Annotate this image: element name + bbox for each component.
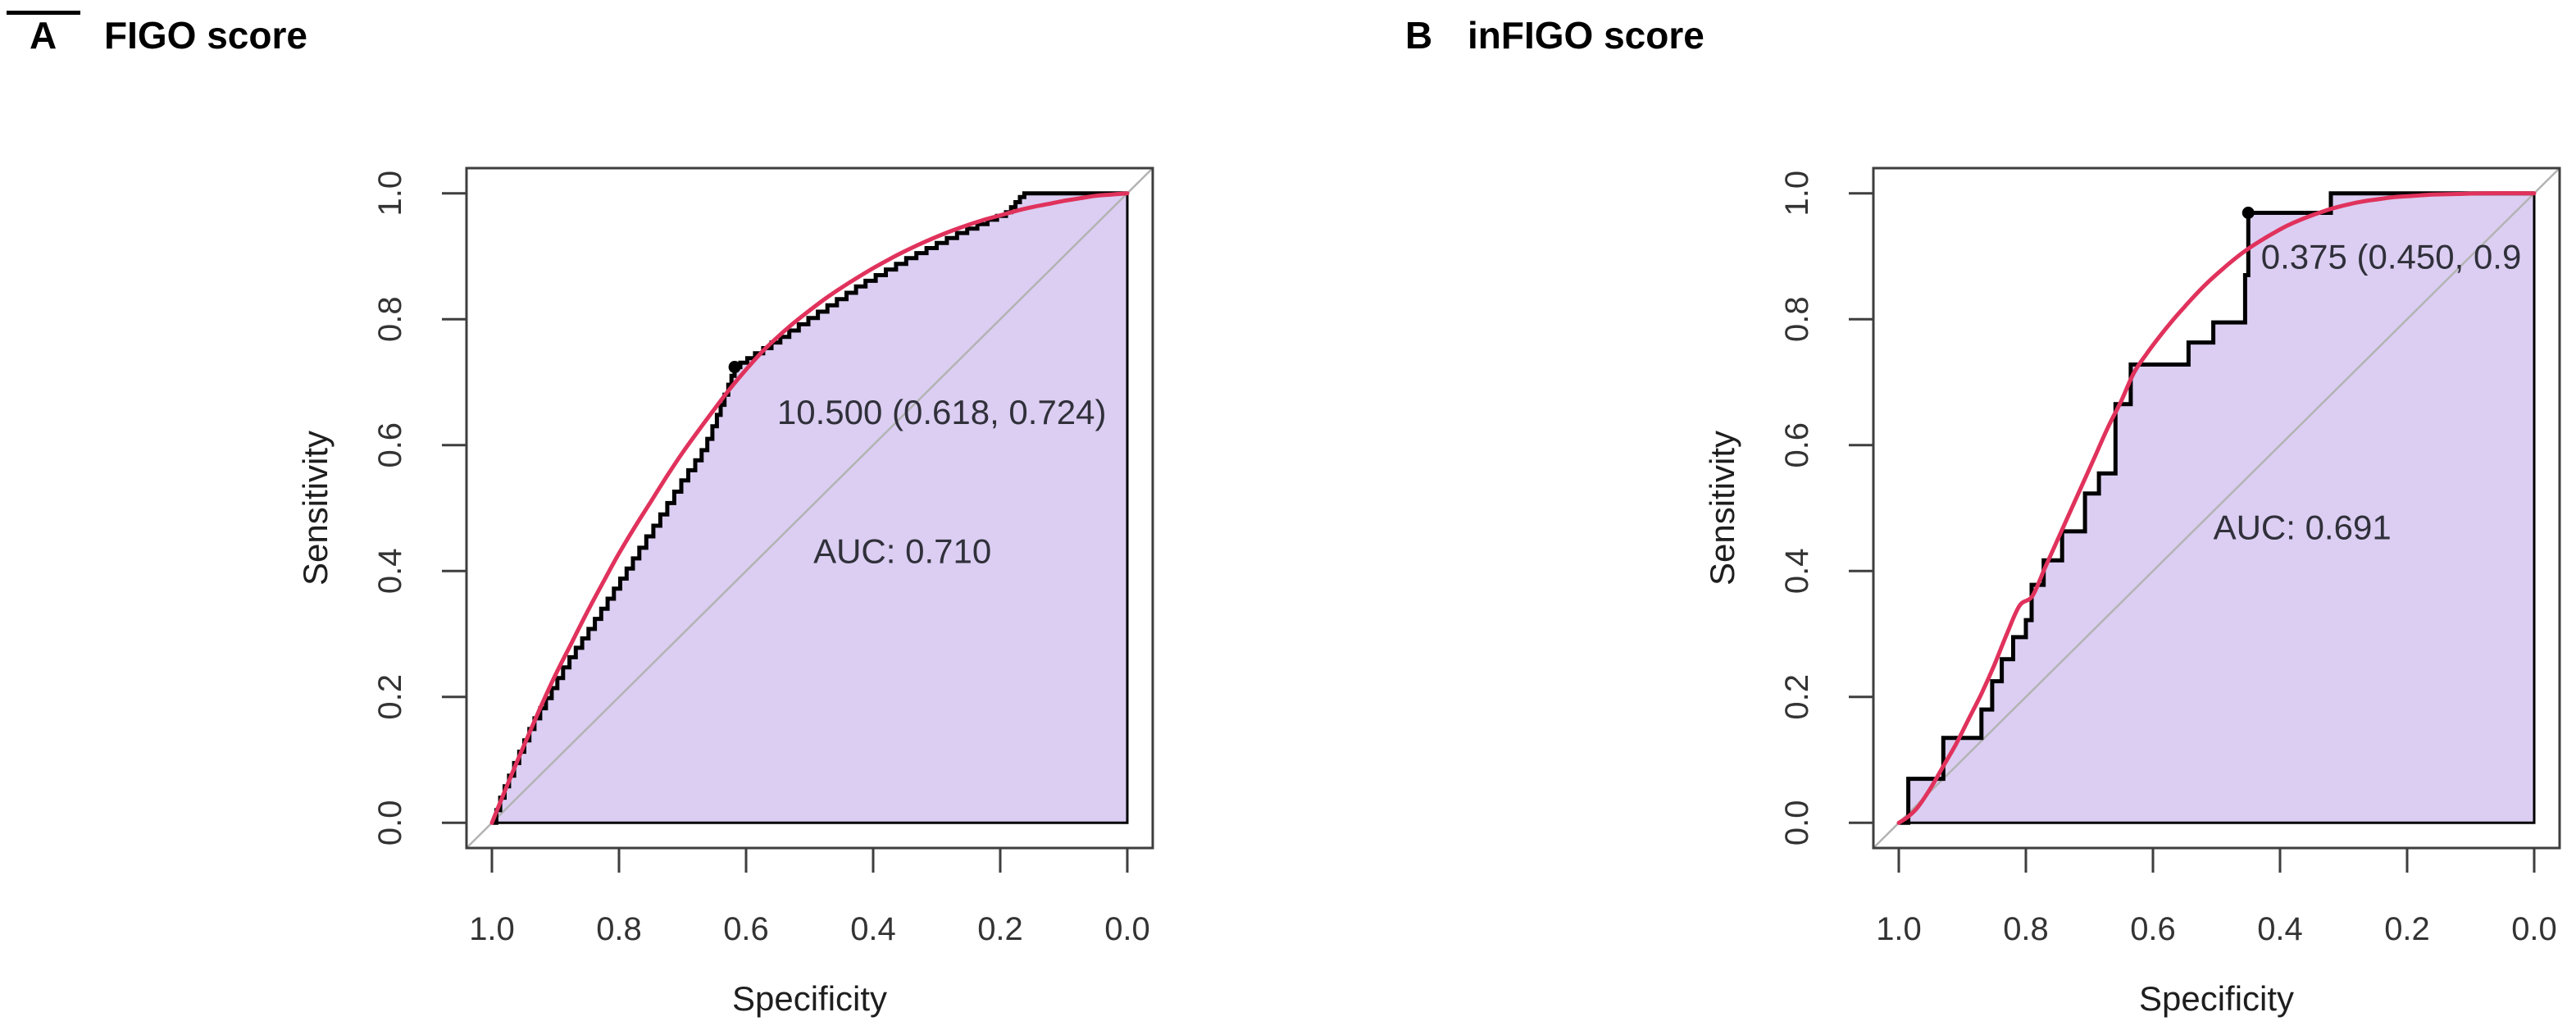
panel-A-x-tick-label: 0.8	[596, 911, 642, 947]
panel-A-x-tick-label: 0.2	[977, 911, 1023, 947]
panel-A-y-tick-label: 0.0	[372, 800, 408, 846]
panel-A-y-tick-label: 0.6	[372, 422, 408, 468]
panel-A-threshold-point	[728, 361, 741, 374]
panel-B-x-tick-label: 0.8	[2003, 911, 2049, 947]
panel-B-chance-line	[1873, 167, 2560, 849]
panel-A-x-tick-label: 0.6	[723, 911, 769, 947]
panel-B-y-tick-label: 0.2	[1779, 674, 1815, 720]
panel-B-smoothed-roc-curve	[1896, 191, 2537, 825]
panel-A-empirical-roc-curve	[492, 191, 1127, 825]
panel-A-y-tick-label: 1.0	[372, 171, 408, 217]
panel-B-x-tick-label: 0.0	[2511, 911, 2557, 947]
panel-A-x-tick-label: 0.4	[850, 911, 896, 947]
panel-A-threshold-annotation: 10.500 (0.618, 0.724)	[777, 393, 1107, 431]
panel-A-y-tick-label: 0.8	[372, 296, 408, 342]
panel-A-y-axis-title: Sensitivity	[296, 431, 335, 586]
panel-B-y-tick-label: 0.8	[1779, 296, 1815, 342]
panel-A-x-tick-label: 0.0	[1104, 911, 1150, 947]
panel-B-threshold-point	[2241, 206, 2255, 219]
panel-A-auc-annotation: AUC: 0.710	[813, 532, 991, 571]
panel-B-y-tick-label: 0.4	[1779, 548, 1815, 594]
panel-B-y-tick-label: 0.6	[1779, 422, 1815, 468]
panel-B-title: inFIGO score	[1468, 14, 1704, 57]
panel-A-chance-line	[466, 167, 1154, 849]
panel-B-threshold-annotation: 0.375 (0.450, 0.9	[2261, 237, 2522, 276]
panel-B-auc-annotation: AUC: 0.691	[2214, 508, 2392, 547]
panel-A-y-tick-label: 0.4	[372, 548, 408, 594]
panel-B-y-axis-title: Sensitivity	[1703, 431, 1741, 586]
panel-A-title: FIGO score	[104, 14, 307, 57]
panel-A-overline	[7, 11, 80, 15]
panel-B-x-tick-label: 0.6	[2130, 911, 2176, 947]
panel-A-y-tick-label: 0.2	[372, 674, 408, 720]
panel-A-label: A	[30, 14, 57, 57]
panel-B-y-tick-label: 1.0	[1779, 171, 1815, 217]
panel-B-x-tick-label: 1.0	[1876, 911, 1922, 947]
panel-A-x-tick-label: 1.0	[469, 911, 515, 947]
panel-B-empirical-roc-curve	[1899, 191, 2534, 825]
panel-B-label: B	[1405, 14, 1433, 57]
panel-B-x-tick-label: 0.2	[2384, 911, 2430, 947]
panel-A-plot-box	[465, 166, 1154, 850]
panel-B-x-axis-title: Specificity	[2139, 979, 2294, 1018]
panel-B-y-tick-label: 0.0	[1779, 800, 1815, 846]
panel-A-smoothed-roc-curve	[489, 191, 1130, 825]
panel-B-x-tick-label: 0.4	[2257, 911, 2303, 947]
panel-B-plot-box	[1872, 166, 2561, 850]
panel-A-x-axis-title: Specificity	[732, 979, 887, 1018]
